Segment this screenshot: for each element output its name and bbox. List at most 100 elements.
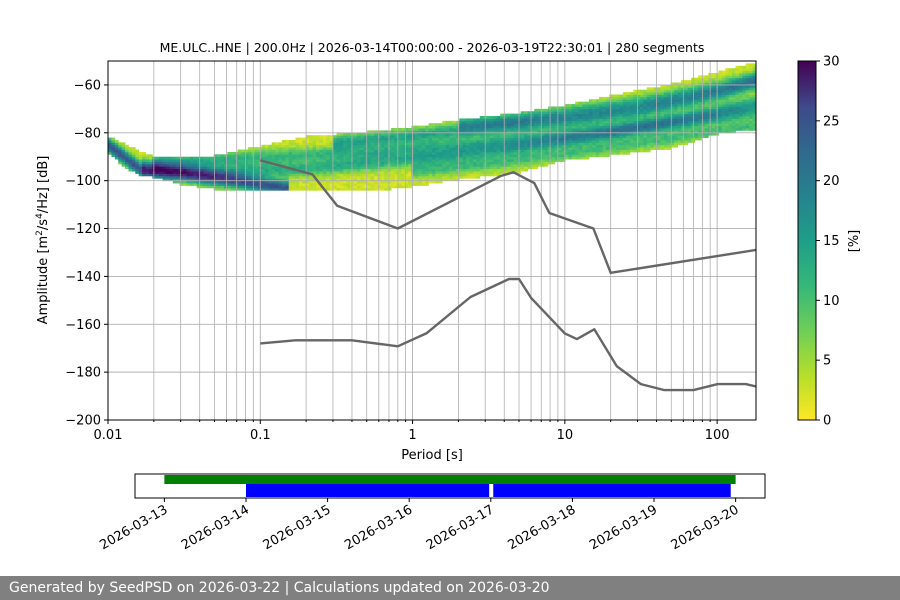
heatmap-cell (455, 137, 460, 141)
heatmap-cell (582, 142, 586, 146)
heatmap-cell (571, 144, 576, 148)
heatmap-cell (322, 166, 327, 170)
heatmap-cell (469, 125, 474, 129)
heatmap-cell (319, 142, 324, 146)
heatmap-cell (633, 92, 638, 95)
heatmap-cell (622, 142, 627, 146)
heatmap-cell (367, 183, 372, 186)
heatmap-cell (459, 147, 464, 150)
heatmap-cell (561, 135, 566, 138)
heatmap-cell (162, 175, 167, 179)
heatmap-cell (520, 139, 525, 143)
heatmap-cell (674, 87, 678, 91)
heatmap-cell (602, 132, 607, 136)
heatmap-cell (411, 151, 416, 155)
heatmap-cell (524, 120, 528, 124)
heatmap-cell (646, 130, 651, 134)
heatmap-cell (217, 180, 221, 184)
heatmap-cell (449, 132, 453, 136)
heatmap-cell (599, 104, 603, 107)
heatmap-cell (745, 108, 750, 112)
heatmap-cell (305, 183, 310, 186)
heatmap-cell (667, 84, 672, 88)
heatmap-cell (711, 120, 716, 124)
heatmap-cell (588, 154, 593, 158)
heatmap-cell (493, 132, 498, 136)
heatmap-cell (554, 137, 559, 141)
heatmap-cell (247, 151, 252, 155)
heatmap-cell (469, 128, 474, 131)
heatmap-cell (554, 149, 559, 153)
heatmap-cell (605, 135, 610, 138)
heatmap-cell (691, 77, 696, 81)
heatmap-cell (353, 154, 358, 158)
heatmap-cell (626, 128, 631, 131)
heatmap-cell (326, 159, 331, 162)
heatmap-cell (530, 163, 535, 167)
heatmap-cell (227, 171, 232, 174)
heatmap-cell (428, 128, 433, 131)
heatmap-cell (554, 128, 559, 131)
heatmap-cell (384, 175, 389, 179)
heatmap-cell (425, 125, 429, 129)
heatmap-cell (322, 180, 327, 184)
heatmap-cell (735, 96, 740, 100)
heatmap-cell (738, 101, 743, 105)
heatmap-cell (339, 151, 344, 155)
heatmap-cell (565, 130, 569, 134)
heatmap-cell (558, 106, 562, 110)
heatmap-cell (401, 144, 406, 148)
heatmap-cell (599, 135, 603, 138)
heatmap-cell (558, 139, 562, 143)
heatmap-cell (479, 173, 484, 177)
heatmap-cell (425, 183, 429, 186)
heatmap-cell (568, 108, 573, 112)
heatmap-cell (476, 135, 481, 138)
heatmap-cell (452, 178, 457, 182)
heatmap-cell (445, 166, 450, 170)
timeline-tick-label: 2026-03-14 (179, 502, 252, 553)
heatmap-cell (742, 128, 747, 131)
heatmap-cell (752, 113, 756, 117)
heatmap-cell (558, 156, 562, 160)
heatmap-cell (281, 187, 286, 191)
heatmap-cell (370, 130, 375, 134)
heatmap-cell (472, 175, 477, 179)
heatmap-cell (507, 130, 511, 134)
heatmap-cell (687, 125, 692, 129)
heatmap-cell (172, 166, 177, 170)
heatmap-cell (203, 156, 208, 160)
heatmap-cell (493, 159, 498, 162)
heatmap-cell (363, 178, 368, 182)
heatmap-cell (551, 120, 556, 124)
heatmap-cell (401, 142, 406, 146)
heatmap-cell (206, 156, 211, 160)
heatmap-cell (520, 123, 525, 127)
heatmap-cell (650, 144, 655, 148)
heatmap-cell (316, 154, 320, 158)
heatmap-cell (206, 175, 211, 179)
y-tick-label: −180 (65, 366, 101, 381)
heatmap-cell (721, 111, 726, 115)
heatmap-cell (493, 120, 498, 124)
heatmap-cell (592, 147, 597, 150)
heatmap-cell (670, 118, 675, 122)
heatmap-cell (312, 147, 317, 150)
heatmap-cell (599, 149, 603, 153)
heatmap-cell (674, 94, 678, 98)
heatmap-cell (561, 154, 566, 158)
heatmap-cell (343, 171, 348, 174)
heatmap-cell (513, 144, 518, 148)
heatmap-cell (670, 120, 675, 124)
heatmap-cell (217, 173, 221, 177)
heatmap-cell (316, 139, 320, 143)
heatmap-cell (370, 175, 375, 179)
heatmap-cell (622, 151, 627, 155)
heatmap-cell (227, 173, 232, 177)
heatmap-cell (244, 149, 249, 153)
heatmap-cell (680, 128, 685, 131)
heatmap-cell (295, 147, 300, 150)
y-tick-label: −140 (65, 270, 101, 285)
heatmap-cell (585, 151, 590, 155)
heatmap-cell (114, 139, 119, 143)
